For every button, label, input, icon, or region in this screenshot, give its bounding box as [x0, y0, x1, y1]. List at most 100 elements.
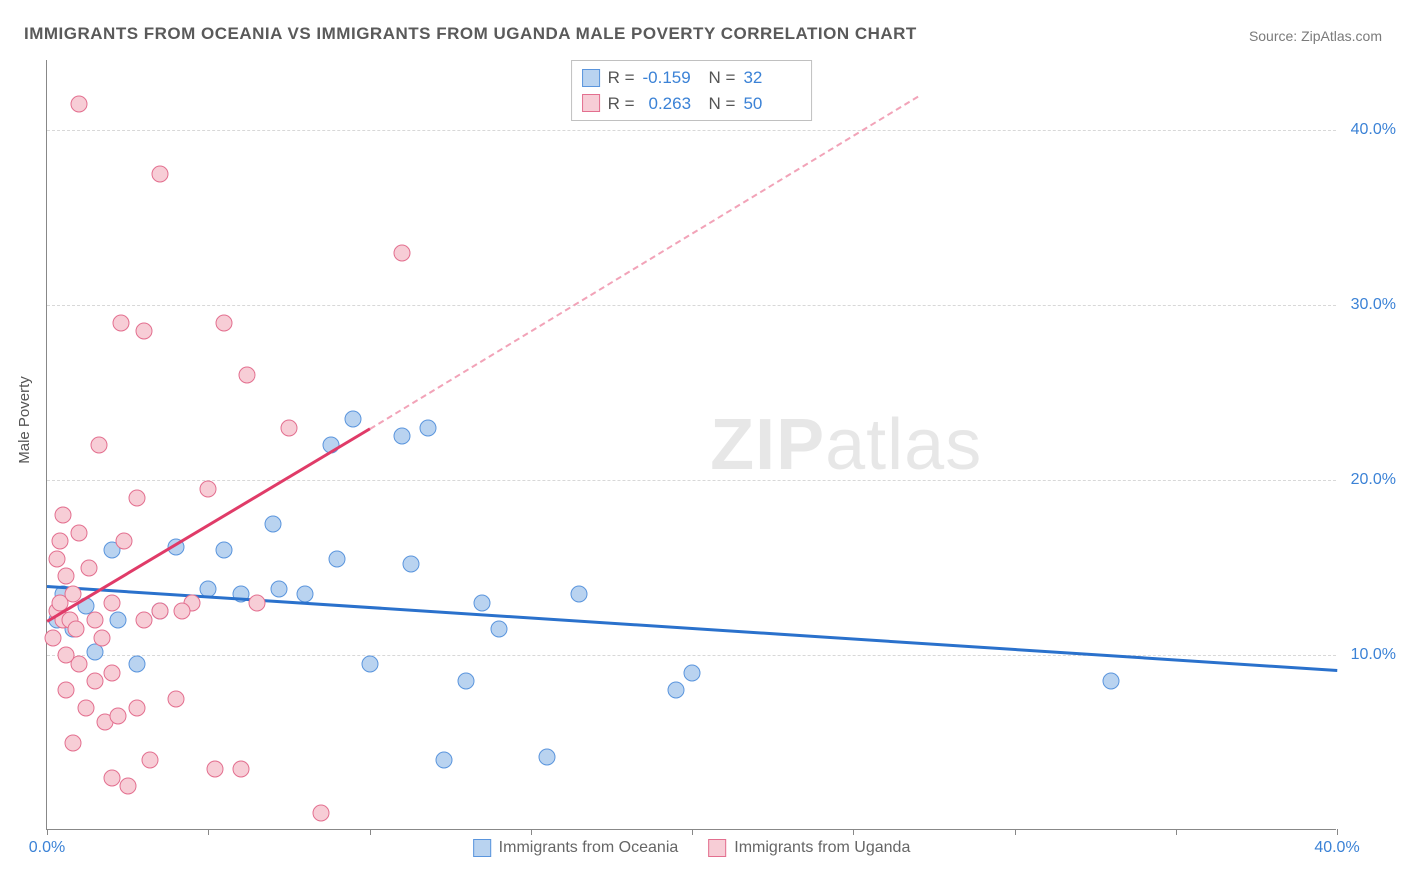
data-point [71, 95, 88, 112]
data-point [174, 603, 191, 620]
x-tick-mark [1337, 829, 1338, 835]
n-label: N = [709, 91, 736, 117]
data-point [109, 612, 126, 629]
data-point [271, 580, 288, 597]
y-tick-label: 20.0% [1351, 471, 1396, 489]
bottom-legend: Immigrants from Oceania Immigrants from … [473, 839, 911, 857]
y-tick-label: 30.0% [1351, 296, 1396, 314]
x-tick-label: 0.0% [29, 839, 65, 857]
data-point [313, 804, 330, 821]
data-point [490, 620, 507, 637]
data-point [71, 524, 88, 541]
data-point [109, 708, 126, 725]
data-point [103, 664, 120, 681]
data-point [168, 690, 185, 707]
x-tick-mark [47, 829, 48, 835]
y-tick-label: 40.0% [1351, 121, 1396, 139]
data-point [90, 437, 107, 454]
r-value-oceania: -0.159 [643, 65, 701, 91]
data-point [93, 629, 110, 646]
data-point [58, 682, 75, 699]
data-point [232, 760, 249, 777]
data-point [103, 769, 120, 786]
data-point [345, 410, 362, 427]
r-label: R = [608, 65, 635, 91]
swatch-uganda [708, 839, 726, 857]
data-point [87, 673, 104, 690]
x-tick-label: 40.0% [1314, 839, 1359, 857]
x-tick-mark [370, 829, 371, 835]
data-point [667, 682, 684, 699]
data-point [119, 778, 136, 795]
x-tick-mark [853, 829, 854, 835]
data-point [129, 699, 146, 716]
data-point [68, 620, 85, 637]
data-point [571, 585, 588, 602]
data-point [129, 489, 146, 506]
data-point [129, 655, 146, 672]
data-point [77, 699, 94, 716]
data-point [216, 314, 233, 331]
legend-item-uganda: Immigrants from Uganda [708, 839, 910, 857]
data-point [80, 559, 97, 576]
swatch-uganda [582, 94, 600, 112]
plot-area: ZIPatlas R = -0.159 N = 32 R = 0.263 N =… [46, 60, 1336, 830]
data-point [238, 367, 255, 384]
trend-line [47, 585, 1337, 671]
data-point [435, 752, 452, 769]
gridline [47, 130, 1336, 131]
data-point [419, 419, 436, 436]
n-value-oceania: 32 [743, 65, 801, 91]
x-tick-mark [1176, 829, 1177, 835]
data-point [216, 542, 233, 559]
x-tick-mark [1015, 829, 1016, 835]
data-point [393, 244, 410, 261]
data-point [135, 323, 152, 340]
data-point [55, 507, 72, 524]
legend-item-oceania: Immigrants from Oceania [473, 839, 679, 857]
chart-title: IMMIGRANTS FROM OCEANIA VS IMMIGRANTS FR… [24, 24, 917, 44]
r-label: R = [608, 91, 635, 117]
data-point [51, 533, 68, 550]
watermark: ZIPatlas [710, 404, 982, 486]
data-point [58, 647, 75, 664]
data-point [1103, 673, 1120, 690]
y-tick-label: 10.0% [1351, 646, 1396, 664]
swatch-oceania [582, 69, 600, 87]
data-point [151, 165, 168, 182]
data-point [684, 664, 701, 681]
data-point [538, 748, 555, 765]
data-point [329, 550, 346, 567]
source-label: Source: ZipAtlas.com [1249, 28, 1382, 44]
data-point [264, 515, 281, 532]
data-point [297, 585, 314, 602]
trend-line [369, 95, 918, 429]
x-tick-mark [531, 829, 532, 835]
data-point [87, 612, 104, 629]
x-tick-mark [692, 829, 693, 835]
data-point [474, 594, 491, 611]
data-point [142, 752, 159, 769]
n-value-uganda: 50 [743, 91, 801, 117]
data-point [361, 655, 378, 672]
legend-label-uganda: Immigrants from Uganda [734, 839, 910, 857]
data-point [103, 594, 120, 611]
data-point [113, 314, 130, 331]
data-point [116, 533, 133, 550]
stats-legend-box: R = -0.159 N = 32 R = 0.263 N = 50 [571, 60, 813, 121]
data-point [135, 612, 152, 629]
gridline [47, 480, 1336, 481]
data-point [200, 480, 217, 497]
legend-label-oceania: Immigrants from Oceania [499, 839, 679, 857]
gridline [47, 305, 1336, 306]
data-point [206, 760, 223, 777]
y-axis-label: Male Poverty [16, 376, 33, 464]
data-point [48, 550, 65, 567]
stats-row-oceania: R = -0.159 N = 32 [582, 65, 802, 91]
data-point [280, 419, 297, 436]
data-point [458, 673, 475, 690]
stats-row-uganda: R = 0.263 N = 50 [582, 91, 802, 117]
data-point [248, 594, 265, 611]
data-point [151, 603, 168, 620]
r-value-uganda: 0.263 [643, 91, 701, 117]
